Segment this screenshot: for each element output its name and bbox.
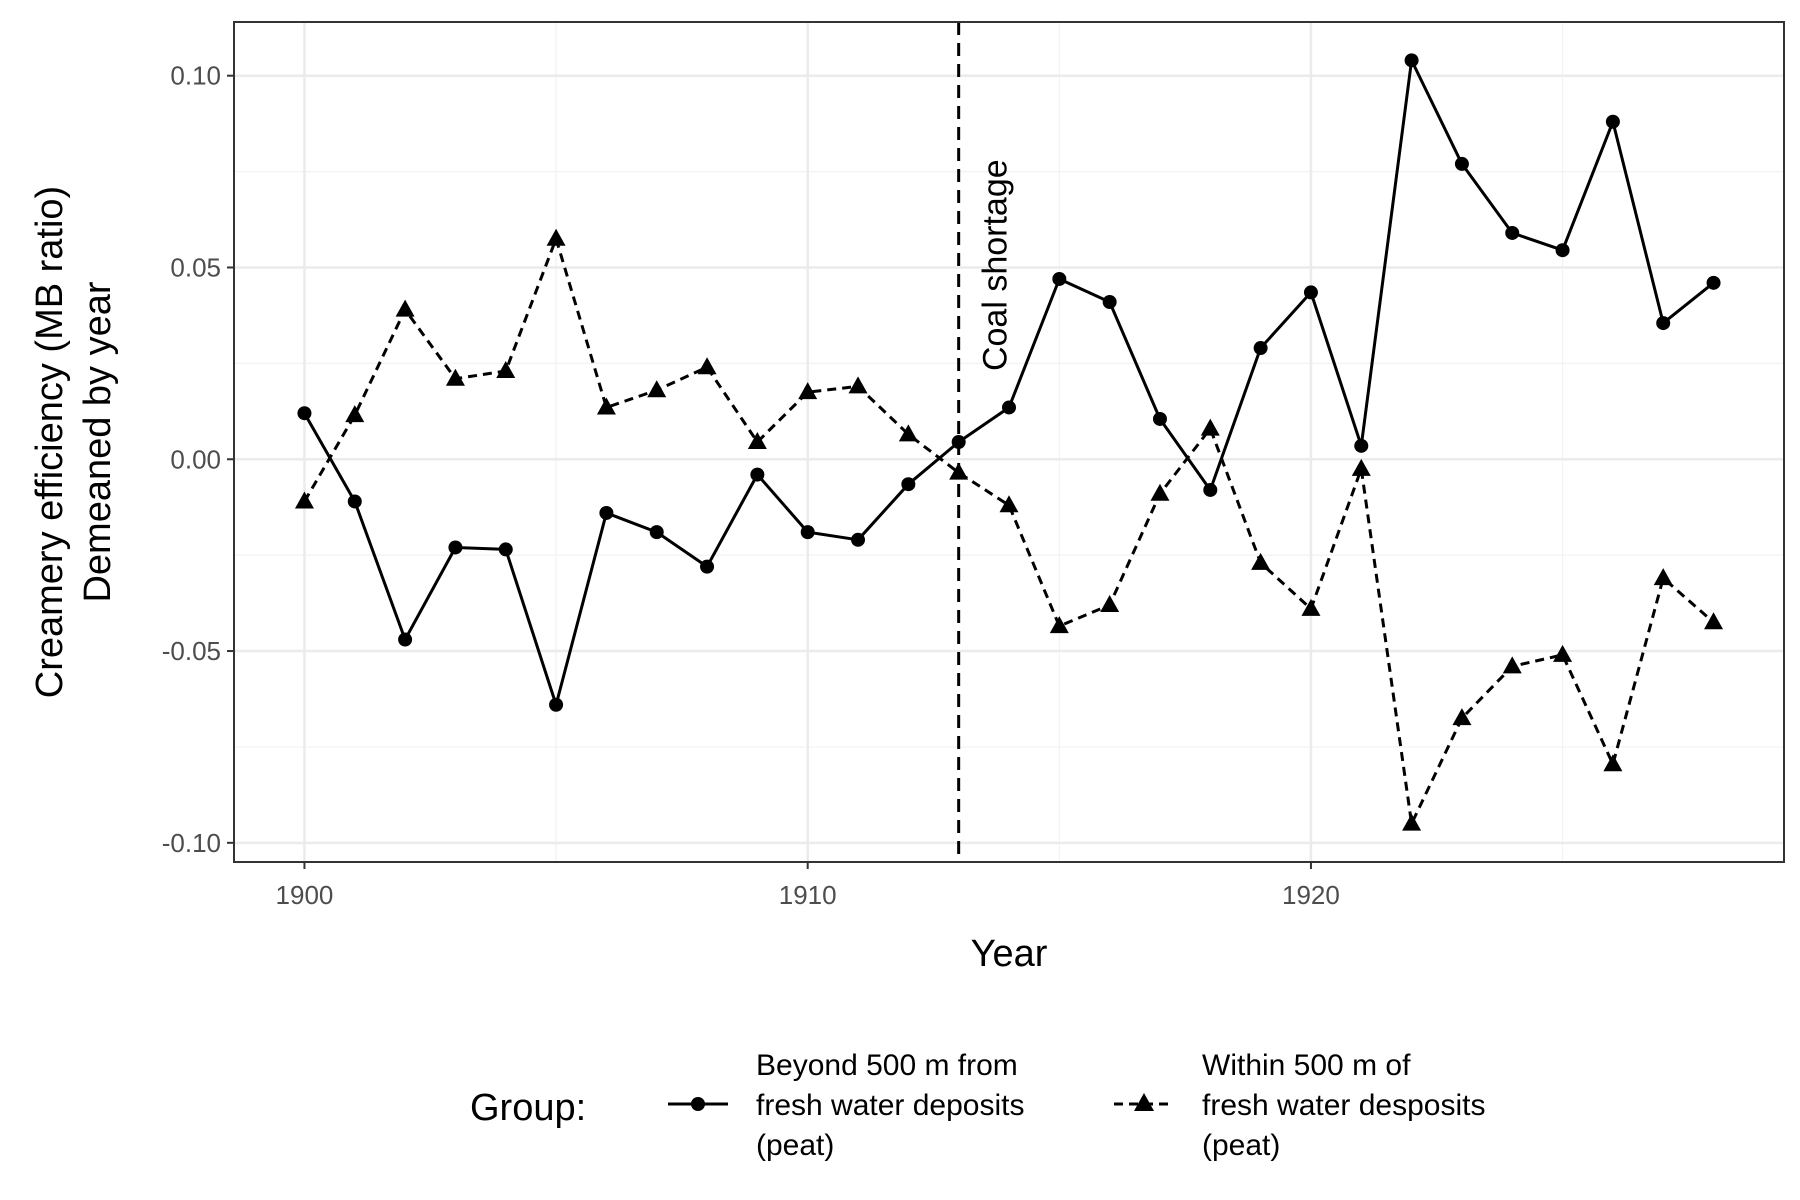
data-point xyxy=(1052,271,1067,286)
y-tick-label: 0.00 xyxy=(170,444,221,474)
data-point xyxy=(1150,483,1170,501)
series-layer xyxy=(294,53,1724,831)
data-point xyxy=(1203,482,1218,497)
data-point xyxy=(697,357,717,375)
y-tick-label: 0.05 xyxy=(170,252,221,282)
data-point xyxy=(1152,411,1167,426)
data-point xyxy=(798,382,818,400)
legend-label-within-line-3: (peat) xyxy=(1202,1129,1280,1162)
plot-panel-background xyxy=(234,22,1784,862)
data-point xyxy=(1100,595,1120,613)
data-point xyxy=(1251,552,1271,570)
data-point xyxy=(1656,316,1671,331)
data-point xyxy=(294,491,314,509)
coal-shortage-annotation: Coal shortage xyxy=(977,159,1015,371)
data-point xyxy=(951,435,966,449)
data-point xyxy=(1553,644,1573,662)
data-point xyxy=(1653,568,1673,586)
data-point xyxy=(1605,114,1620,129)
data-point xyxy=(647,380,667,398)
series-line xyxy=(303,237,1715,826)
data-point xyxy=(649,525,664,540)
legend-item-within: Within 500 m of fresh water desposits (p… xyxy=(1114,1049,1485,1162)
data-point xyxy=(549,697,564,712)
y-tick-label: -0.05 xyxy=(162,636,221,666)
data-point xyxy=(800,525,815,540)
legend-title: Group: xyxy=(470,1087,586,1129)
data-point xyxy=(1505,225,1520,240)
data-point xyxy=(898,424,918,442)
data-point xyxy=(1102,295,1117,309)
data-point xyxy=(1351,458,1371,476)
data-point xyxy=(496,361,516,379)
legend-label-within-line-1: Within 500 m of xyxy=(1202,1049,1411,1082)
minor-gridlines xyxy=(234,22,1784,862)
data-point xyxy=(851,532,866,547)
x-tick-label: 1920 xyxy=(1282,880,1340,910)
x-tick-label: 1900 xyxy=(276,880,334,910)
y-axis-title: Creamery efficiency (MB ratio) Demeaned … xyxy=(29,186,119,698)
data-point xyxy=(1354,438,1369,453)
data-point xyxy=(448,540,463,555)
y-tick-label: 0.10 xyxy=(170,61,221,91)
data-point xyxy=(1454,156,1469,171)
data-point xyxy=(1402,813,1422,831)
data-point xyxy=(949,462,969,480)
x-tick-label: 1910 xyxy=(779,880,837,910)
data-point xyxy=(1404,53,1419,68)
data-point xyxy=(1704,612,1724,630)
data-point xyxy=(1603,754,1623,772)
major-gridlines xyxy=(234,22,1784,862)
legend-item-beyond: Beyond 500 m from fresh water deposits (… xyxy=(668,1049,1024,1162)
data-point xyxy=(901,477,916,492)
data-point xyxy=(1301,598,1321,616)
y-tick-label: -0.10 xyxy=(162,828,221,858)
data-point xyxy=(1253,341,1268,356)
data-point xyxy=(596,397,616,415)
y-axis-title-line-1: Creamery efficiency (MB ratio) xyxy=(29,186,71,698)
plot-panel-border xyxy=(233,21,1785,863)
legend-key-marker-within xyxy=(1134,1093,1154,1111)
data-point xyxy=(1502,656,1522,674)
data-point xyxy=(1303,285,1318,300)
data-point xyxy=(750,467,765,482)
series-2 xyxy=(294,228,1724,831)
data-point xyxy=(1706,275,1721,290)
legend-label-beyond-line-1: Beyond 500 m from xyxy=(756,1049,1018,1082)
x-axis: 1900 1910 1920 xyxy=(276,862,1340,910)
data-point xyxy=(297,406,312,421)
data-point xyxy=(747,432,767,449)
x-axis-title: Year xyxy=(971,933,1048,975)
data-point xyxy=(1200,418,1220,436)
data-point xyxy=(1452,708,1472,726)
legend-label-beyond-line-2: fresh water deposits xyxy=(756,1089,1024,1122)
data-point xyxy=(445,368,465,386)
data-point xyxy=(999,495,1019,513)
legend-label-beyond-line-3: (peat) xyxy=(756,1129,834,1162)
data-point xyxy=(848,376,868,394)
data-point xyxy=(1002,400,1016,415)
data-point xyxy=(1049,616,1069,634)
data-point xyxy=(345,405,365,423)
series-1 xyxy=(297,53,1721,712)
data-point xyxy=(599,505,614,520)
legend-key-marker-beyond xyxy=(691,1097,705,1111)
data-point xyxy=(398,632,413,647)
y-axis-title-line-2: Demeaned by year xyxy=(77,281,119,602)
data-point xyxy=(498,542,513,557)
data-point xyxy=(395,299,415,317)
legend-label-within-line-2: fresh water desposits xyxy=(1202,1089,1485,1122)
data-point xyxy=(1555,243,1570,258)
y-axis: 0.10 0.05 0.00 -0.05 -0.10 xyxy=(162,61,234,858)
legend: Group: Beyond 500 m from fresh water dep… xyxy=(470,1049,1485,1162)
data-point xyxy=(700,559,715,574)
data-point xyxy=(546,228,566,246)
data-point xyxy=(347,494,362,509)
